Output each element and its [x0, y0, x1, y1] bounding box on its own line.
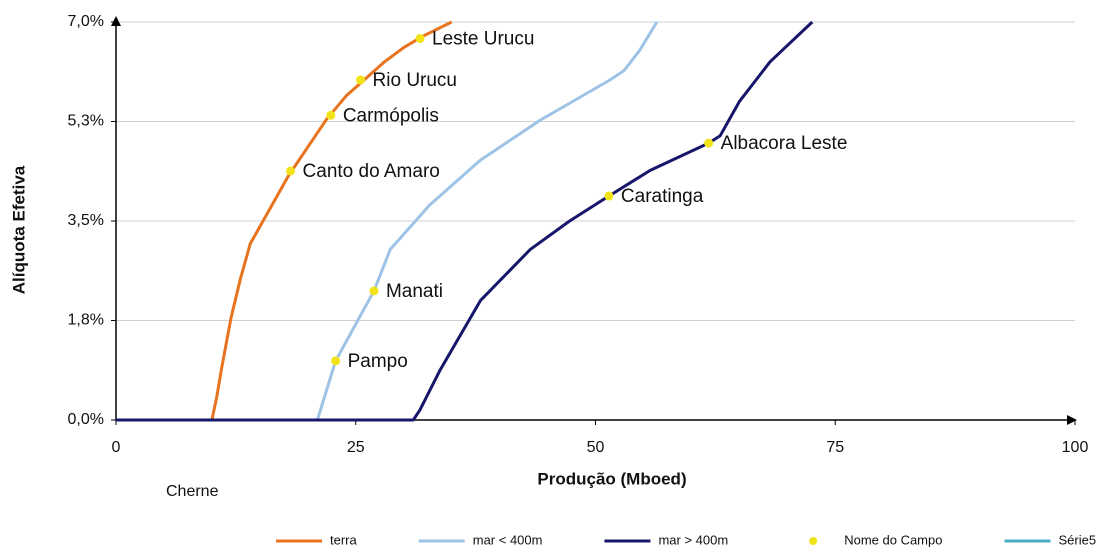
annotation: Cherne: [166, 483, 219, 500]
point-label: Pampo: [348, 351, 408, 372]
x-tick-label: 25: [347, 439, 365, 456]
point-label: Canto do Amaro: [303, 161, 440, 182]
x-tick-label: 100: [1062, 439, 1089, 456]
legend-label: Série5: [1058, 532, 1096, 547]
x-axis-arrow: [1067, 415, 1077, 425]
point-label: Albacora Leste: [721, 133, 848, 154]
point: [415, 33, 425, 43]
point: [369, 286, 379, 296]
line: [116, 20, 814, 422]
x-tick-label: 75: [826, 439, 844, 456]
point: [326, 110, 336, 120]
point: [704, 138, 714, 148]
point-label: Caratinga: [621, 186, 704, 207]
y-tick-label: 5,3%: [68, 113, 104, 130]
y-tick-label: 7,0%: [68, 13, 104, 30]
point: [331, 356, 341, 366]
x-axis-title: Produção (Mboed): [537, 469, 686, 488]
y-axis-arrow: [111, 16, 121, 26]
x-tick-label: 50: [587, 439, 605, 456]
x-tick-label: 0: [112, 439, 121, 456]
legend-marker: [809, 537, 818, 545]
point-label: Rio Urucu: [373, 70, 457, 91]
point-label: Leste Urucu: [432, 29, 534, 50]
y-tick-label: 0,0%: [68, 411, 104, 428]
y-tick-label: 1,8%: [68, 312, 104, 329]
point: [604, 191, 614, 201]
line: [116, 21, 659, 422]
line: [116, 20, 453, 422]
point-label: Carmópolis: [343, 105, 439, 126]
legend-label: mar < 400m: [473, 532, 543, 547]
legend-label: mar > 400m: [658, 532, 728, 547]
y-axis-title: Alíquota Efetiva: [9, 165, 28, 294]
legend-label: Nome do Campo: [844, 532, 942, 547]
y-tick-label: 3,5%: [68, 212, 104, 229]
point: [286, 166, 296, 176]
point-label: Manati: [386, 281, 443, 302]
point: [356, 75, 366, 85]
legend-label: terra: [330, 532, 358, 547]
